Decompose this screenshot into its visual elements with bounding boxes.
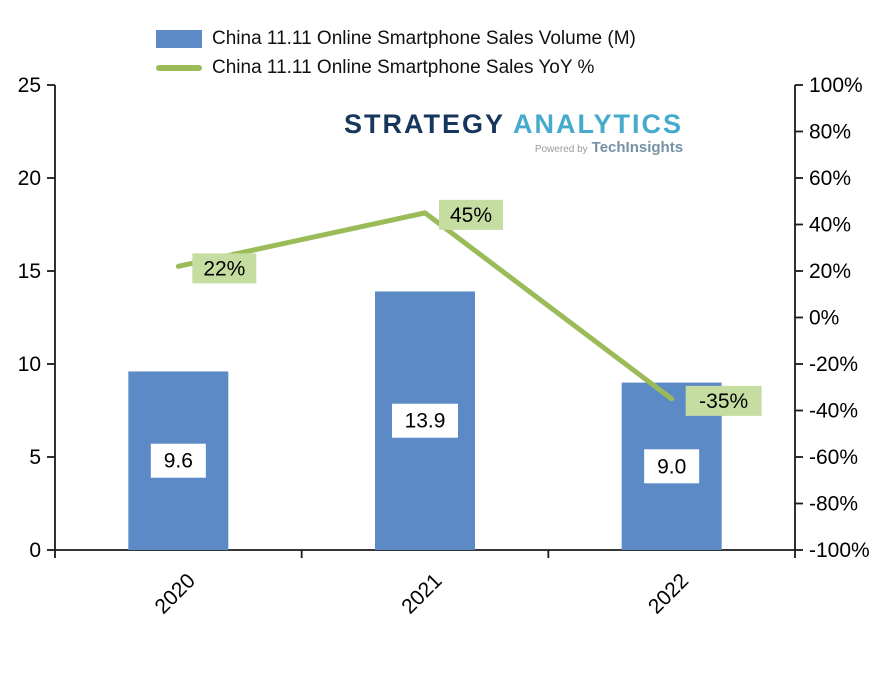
powered-by-text: Powered by [534,144,588,156]
techinsights-text: TechInsights [591,139,684,157]
legend-item-bar: China 11.11 Online Smartphone Sales Volu… [156,24,636,53]
right-axis-tick-label: 60% [809,167,851,190]
legend-line-swatch-icon [156,64,202,71]
line-label: -35% [699,390,748,413]
bar-label-box [150,443,206,478]
right-axis-tick-label: 100% [809,74,863,97]
left-axis-tick-label: 25 [18,74,41,97]
x-axis-category-label: 2022 [644,569,693,618]
left-axis-tick-label: 15 [18,260,41,283]
bar-label-box [392,403,458,438]
right-axis-tick-label: -20% [809,353,858,376]
left-axis-tick-label: 10 [18,353,41,376]
right-axis-tick-label: 80% [809,121,851,144]
legend-line-label: China 11.11 Online Smartphone Sales YoY … [212,56,595,78]
right-axis-tick-label: -60% [809,446,858,469]
bar-label: 9.0 [657,455,686,478]
left-axis-tick-label: 0 [29,539,41,562]
line-label: 45% [450,204,492,227]
right-axis-tick-label: 40% [809,214,851,237]
right-axis-tick-label: 0% [809,307,839,330]
x-axis-category-label: 2021 [397,569,446,618]
left-axis-tick-label: 5 [29,446,41,469]
legend-bar-swatch-icon [156,29,202,48]
right-axis-tick-label: 20% [809,260,851,283]
line-label-box [439,199,503,230]
legend: China 11.11 Online Smartphone Sales Volu… [156,24,636,82]
logo-strategy-text: STRATEGY [344,109,506,139]
line-label-box [685,385,762,416]
logo-wordmark: STRATEGY ANALYTICS [344,110,683,138]
right-axis-tick-label: -80% [809,493,858,516]
left-axis-tick-label: 20 [18,167,41,190]
bar-label: 9.6 [164,450,193,473]
line-label-box [192,253,257,284]
bar-label-box [644,449,700,484]
x-axis-category-label: 2020 [151,569,200,618]
yoy-line [175,210,675,402]
line-label: 22% [203,257,245,280]
right-axis-tick-label: -100% [809,539,870,562]
strategy-analytics-logo: STRATEGY ANALYTICS Powered by TechInsights [344,110,683,157]
logo-analytics-text: ANALYTICS [513,109,684,139]
right-axis-tick-label: -40% [809,400,858,423]
logo-powered-by: Powered by TechInsights [344,139,683,157]
legend-item-line: China 11.11 Online Smartphone Sales YoY … [156,53,636,82]
legend-bar-label: China 11.11 Online Smartphone Sales Volu… [212,27,636,49]
bar-label: 13.9 [405,410,446,433]
